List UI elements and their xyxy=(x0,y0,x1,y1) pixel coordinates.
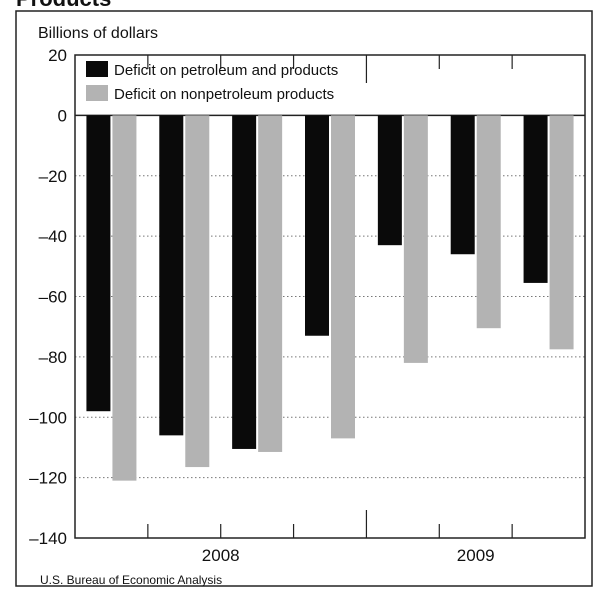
bar-nonpetroleum xyxy=(549,115,574,350)
y-tick-label: –60 xyxy=(39,288,67,307)
y-axis-label: Billions of dollars xyxy=(38,25,158,42)
y-tick-label: –80 xyxy=(39,348,67,367)
bar-nonpetroleum xyxy=(185,115,210,468)
bar-nonpetroleum xyxy=(476,115,501,329)
source-note: U.S. Bureau of Economic Analysis xyxy=(40,573,222,587)
bar-petroleum xyxy=(232,115,257,449)
bar-nonpetroleum xyxy=(258,115,283,452)
bar-nonpetroleum xyxy=(403,115,428,363)
legend-swatch-nonpetroleum xyxy=(86,85,108,101)
x-group-label: 2009 xyxy=(457,546,495,565)
bar-petroleum xyxy=(523,115,548,283)
bar-nonpetroleum xyxy=(331,115,355,439)
cut-title: Products xyxy=(16,0,111,11)
bar-petroleum xyxy=(450,115,475,255)
outer-border xyxy=(15,10,593,587)
grid-lines xyxy=(75,114,585,479)
y-tick-label: 0 xyxy=(58,106,67,125)
y-tick-label: –140 xyxy=(29,529,67,548)
y-tick-label: –100 xyxy=(29,408,67,427)
y-tick-label: –20 xyxy=(39,167,67,186)
y-tick-label: 20 xyxy=(48,46,67,65)
x-group-label: 2008 xyxy=(202,546,240,565)
legend-swatch-petroleum xyxy=(86,61,108,77)
bar-petroleum xyxy=(377,115,402,246)
axis-ticks: 20 0 –20 –40 –60 –80 –100 –120 –140 2008 2009 xyxy=(29,46,513,565)
legend: Deficit on petroleum and products Defici… xyxy=(86,61,338,103)
bar-nonpetroleum xyxy=(112,115,137,481)
plot-area-border xyxy=(74,54,586,539)
bars xyxy=(86,115,574,481)
y-tick-label: –120 xyxy=(29,469,67,488)
legend-label-nonpetroleum: Deficit on nonpetroleum products xyxy=(114,86,334,103)
bar-petroleum xyxy=(86,115,111,412)
bar-petroleum xyxy=(159,115,184,436)
bar-petroleum xyxy=(305,115,329,336)
y-tick-label: –40 xyxy=(39,227,67,246)
legend-label-petroleum: Deficit on petroleum and products xyxy=(114,62,338,79)
